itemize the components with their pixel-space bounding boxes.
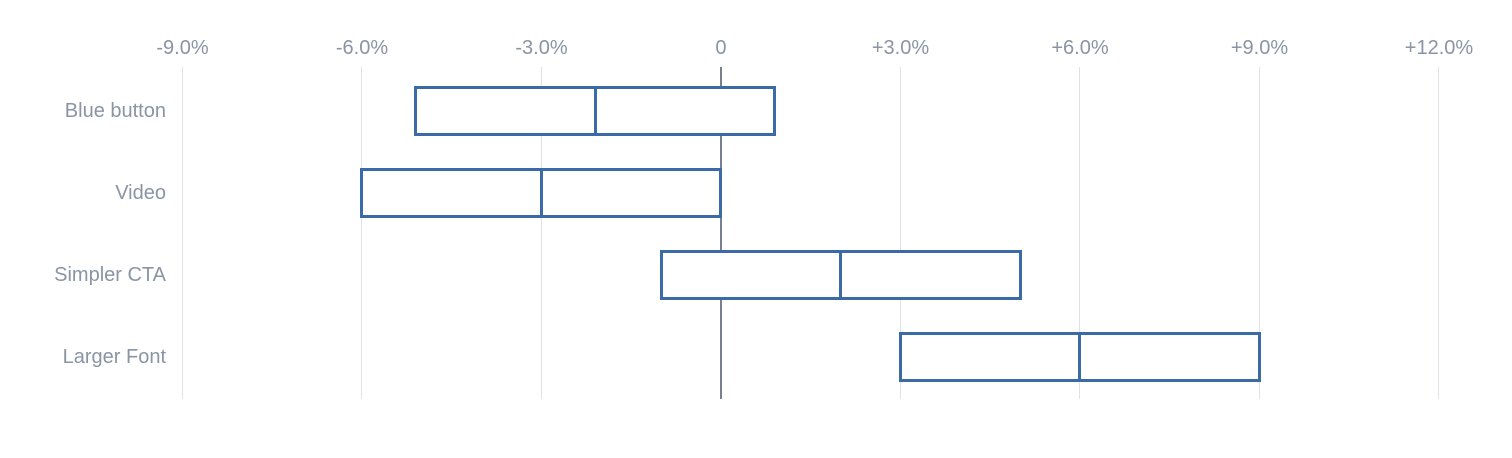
bar-midpoint-divider xyxy=(593,89,597,133)
range-bar-blue-button[interactable] xyxy=(414,86,777,136)
zero-gridline xyxy=(719,67,722,399)
range-bar-larger-font[interactable] xyxy=(898,332,1261,382)
bar-midpoint-divider xyxy=(1078,335,1082,379)
bar-midpoint-divider xyxy=(839,253,843,297)
gridline-+3.0% xyxy=(899,67,901,399)
row-label: Simpler CTA xyxy=(54,264,166,286)
gridline--9.0% xyxy=(182,67,183,399)
gridline-+12.0% xyxy=(1438,67,1440,399)
gridline-+9.0% xyxy=(1258,67,1260,399)
gridline--6.0% xyxy=(361,67,363,399)
x-axis-tick-label: 0 xyxy=(715,37,727,59)
row-label: Blue button xyxy=(64,100,166,122)
row-label: Larger Font xyxy=(62,346,166,368)
bar-midpoint-divider xyxy=(539,171,543,215)
x-axis-tick-label: -3.0% xyxy=(515,37,568,59)
gridline-+6.0% xyxy=(1079,67,1081,399)
x-axis-tick-label: +12.0% xyxy=(1404,37,1474,59)
x-axis-tick-label: +9.0% xyxy=(1230,37,1289,59)
range-bar-video[interactable] xyxy=(360,168,723,218)
range-bar-simpler-cta[interactable] xyxy=(659,250,1022,300)
row-label: Video xyxy=(115,182,166,204)
x-axis-tick-label: +3.0% xyxy=(871,37,930,59)
gridline--3.0% xyxy=(540,67,542,399)
x-axis-tick-label: -6.0% xyxy=(335,37,389,59)
x-axis-tick-label: -9.0% xyxy=(156,37,209,59)
x-axis-tick-label: +6.0% xyxy=(1051,37,1109,59)
